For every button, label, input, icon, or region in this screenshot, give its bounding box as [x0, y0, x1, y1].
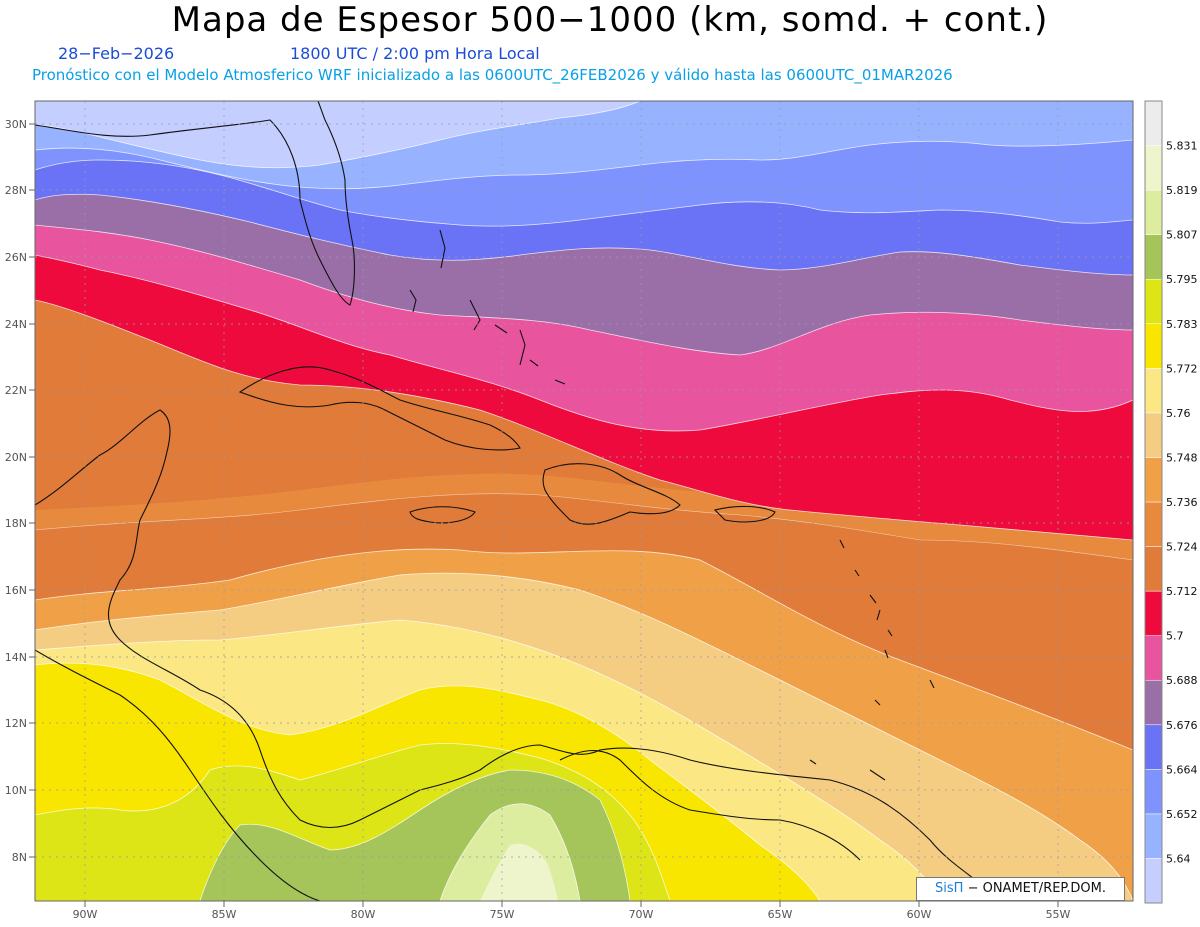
lat-label-14n: 14N [5, 651, 27, 664]
colorbar-swatch [1144, 858, 1163, 904]
lat-label-30n: 30N [5, 118, 27, 131]
lat-label-22n: 22N [5, 384, 27, 397]
colorbar-swatch [1144, 769, 1163, 815]
lon-label-65w: 65W [768, 908, 793, 921]
colorbar-swatch [1144, 234, 1163, 280]
colorbar-swatch [1144, 189, 1163, 235]
colorbar-label: 5.724 [1166, 541, 1198, 554]
colorbar-swatch [1144, 724, 1163, 770]
colorbar-swatch [1144, 813, 1163, 859]
credit-brand: SisΠ [935, 881, 964, 896]
colorbar-swatch [1144, 679, 1163, 726]
jamaica-coast [409, 506, 476, 524]
lat-labels: 30N 28N 26N 24N 22N 20N 18N 16N 14N 12N … [5, 118, 27, 864]
colorbar-label: 5.64 [1166, 852, 1191, 865]
gridlines [35, 101, 1133, 901]
lon-label-60w: 60W [907, 908, 932, 921]
map-title: Mapa de Espesor 500−1000 (km, somd. + co… [171, 0, 1049, 40]
lon-label-90w: 90W [73, 908, 98, 921]
lon-ticks [84, 901, 1059, 907]
colorbar-swatch [1144, 323, 1163, 369]
lon-label-85w: 85W [212, 908, 237, 921]
colorbar-swatch [1144, 635, 1163, 681]
thickness-bands [35, 101, 1133, 901]
venezuela-coast [559, 749, 861, 861]
valid-time: 1800 UTC / 2:00 pm Hora Local [290, 44, 540, 63]
colorbar-label: 5.676 [1166, 719, 1198, 732]
lat-label-12n: 12N [5, 717, 27, 730]
lesser-antilles [809, 539, 935, 781]
lat-label-28n: 28N [5, 184, 27, 197]
colorbar-label: 5.819 [1166, 184, 1198, 197]
colorbar-label: 5.748 [1166, 451, 1198, 464]
colorbar-swatch [1144, 145, 1163, 191]
colorbar-label: 5.831 [1166, 140, 1198, 153]
hispaniola-coast [542, 463, 681, 525]
colorbar-swatch [1144, 412, 1163, 458]
colorbar-label: 5.664 [1166, 763, 1198, 776]
forecast-info: Pronóstico con el Modelo Atmosferico WRF… [32, 66, 953, 84]
coastlines [35, 101, 1001, 901]
colorbar-label: 5.736 [1166, 496, 1198, 509]
puerto-rico-coast [713, 505, 776, 523]
lat-label-26n: 26N [5, 251, 27, 264]
lon-labels: 90W 85W 80W 75W 70W 65W 60W 55W [73, 908, 1071, 921]
colorbar-label: 5.783 [1166, 318, 1198, 331]
colorbar: 5.64 5.652 5.664 5.676 5.688 5.7 5.712 5.724 5.7… [1144, 100, 1198, 904]
band-5-819 [480, 843, 558, 901]
colorbar-label: 5.807 [1166, 229, 1198, 242]
lat-label-8n: 8N [12, 851, 27, 864]
colorbar-swatch [1144, 590, 1163, 636]
lat-label-24n: 24N [5, 318, 27, 331]
central-america-coast [35, 409, 1001, 901]
cuba-coast [238, 366, 521, 451]
lat-label-10n: 10N [5, 784, 27, 797]
colorbar-label: 5.795 [1166, 273, 1198, 286]
lat-ticks [29, 123, 35, 858]
colorbar-swatch [1144, 368, 1163, 414]
credit-box: SisΠ − ONAMET/REP.DOM. [916, 877, 1125, 901]
bahamas-islands [409, 229, 566, 385]
lon-label-55w: 55W [1046, 908, 1071, 921]
colorbar-label: 5.652 [1166, 808, 1198, 821]
yucatan-pacific-coast [35, 649, 321, 901]
colorbar-label: 5.688 [1166, 674, 1198, 687]
band-lightest [35, 101, 641, 169]
colorbar-swatch [1144, 457, 1163, 503]
colorbar-label: 5.7 [1166, 630, 1184, 643]
colorbar-label: 5.76 [1166, 407, 1191, 420]
valid-date: 28−Feb−2026 [58, 44, 175, 63]
colorbar-swatch [1144, 100, 1163, 146]
colorbar-swatch [1144, 278, 1163, 325]
lat-label-16n: 16N [5, 584, 27, 597]
credit-text: − ONAMET/REP.DOM. [967, 881, 1106, 896]
colorbar-frame [1144, 100, 1163, 904]
florida-coast [35, 101, 356, 306]
lon-label-70w: 70W [629, 908, 654, 921]
colorbar-label: 5.772 [1166, 362, 1198, 375]
lat-label-18n: 18N [5, 517, 27, 530]
lat-label-20n: 20N [5, 451, 27, 464]
lon-label-75w: 75W [490, 908, 515, 921]
colorbar-label: 5.712 [1166, 585, 1198, 598]
lon-label-80w: 80W [351, 908, 376, 921]
colorbar-swatch [1144, 501, 1163, 547]
map-frame [34, 100, 1134, 902]
colorbar-swatch [1144, 546, 1163, 592]
